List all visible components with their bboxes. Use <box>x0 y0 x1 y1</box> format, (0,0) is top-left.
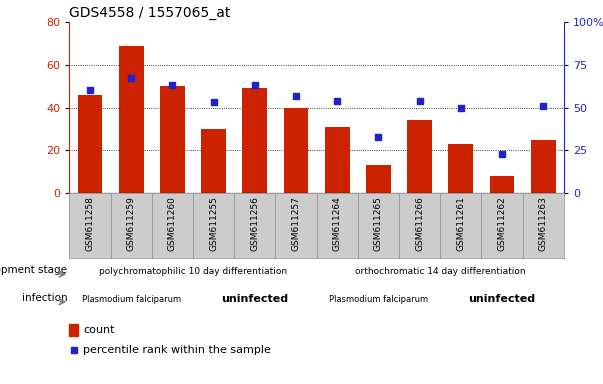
Bar <box>119 46 144 193</box>
Text: GSM611264: GSM611264 <box>333 196 342 251</box>
Point <box>209 99 218 106</box>
Text: GSM611265: GSM611265 <box>374 196 383 251</box>
Text: GSM611260: GSM611260 <box>168 196 177 251</box>
Bar <box>531 139 555 193</box>
Bar <box>407 120 432 193</box>
Bar <box>69 324 78 336</box>
Text: percentile rank within the sample: percentile rank within the sample <box>83 345 271 355</box>
Point <box>291 93 301 99</box>
Text: GSM611258: GSM611258 <box>86 196 95 251</box>
Text: GSM611262: GSM611262 <box>497 196 507 251</box>
Text: GDS4558 / 1557065_at: GDS4558 / 1557065_at <box>69 6 231 20</box>
Bar <box>366 165 391 193</box>
Text: GSM611263: GSM611263 <box>538 196 548 251</box>
Point <box>497 151 507 157</box>
Text: GSM611259: GSM611259 <box>127 196 136 251</box>
Bar <box>160 86 185 193</box>
Point <box>415 98 425 104</box>
Point <box>374 134 384 140</box>
Text: orthochromatic 14 day differentiation: orthochromatic 14 day differentiation <box>355 267 525 276</box>
Bar <box>449 144 473 193</box>
Point <box>69 347 78 353</box>
Bar <box>325 127 350 193</box>
Text: count: count <box>83 325 115 335</box>
Point <box>85 87 95 93</box>
Text: infection: infection <box>22 293 68 303</box>
Text: uninfected: uninfected <box>469 294 535 304</box>
Bar <box>78 95 103 193</box>
Text: uninfected: uninfected <box>221 294 288 304</box>
Text: GSM611256: GSM611256 <box>250 196 259 251</box>
Point <box>168 82 177 88</box>
Text: Plasmodium falciparum: Plasmodium falciparum <box>81 295 181 303</box>
Bar <box>490 176 514 193</box>
Bar <box>201 129 226 193</box>
Point <box>456 104 466 111</box>
Text: GSM611266: GSM611266 <box>415 196 424 251</box>
Point <box>250 82 259 88</box>
Text: polychromatophilic 10 day differentiation: polychromatophilic 10 day differentiatio… <box>99 267 287 276</box>
Bar <box>283 108 308 193</box>
Text: GSM611255: GSM611255 <box>209 196 218 251</box>
Point <box>332 98 342 104</box>
Point <box>538 103 548 109</box>
Text: GSM611261: GSM611261 <box>456 196 466 251</box>
Text: Plasmodium falciparum: Plasmodium falciparum <box>329 295 428 303</box>
Text: GSM611257: GSM611257 <box>291 196 300 251</box>
Point <box>126 75 136 81</box>
Bar <box>242 88 267 193</box>
Text: development stage: development stage <box>0 265 68 275</box>
